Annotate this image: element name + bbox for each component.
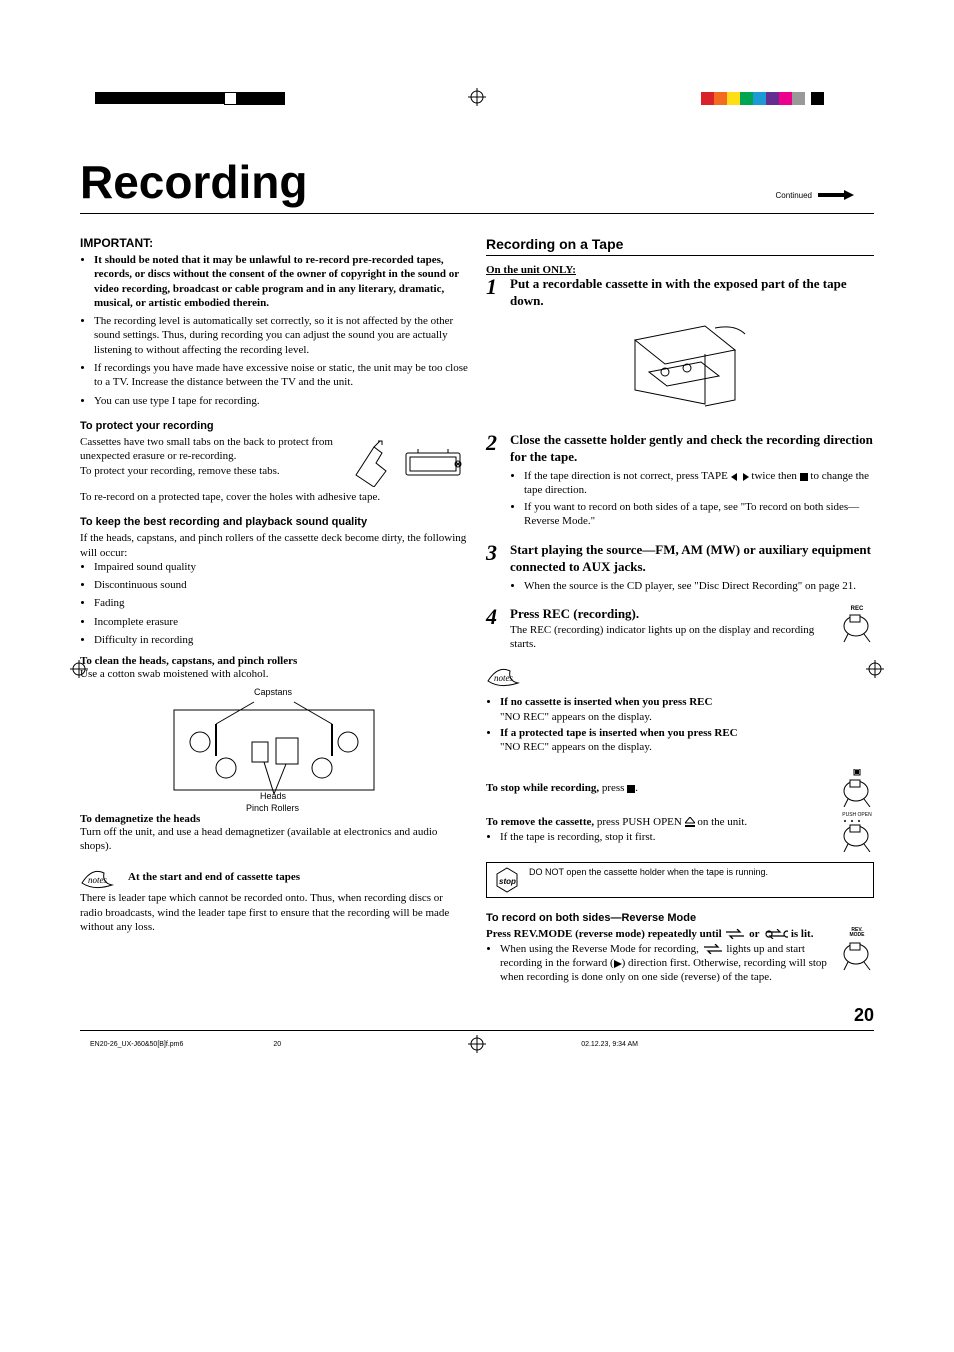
capstans-label: Capstans	[254, 687, 292, 697]
crosshair-bottom-icon	[468, 1035, 486, 1056]
step-2: 2 Close the cassette holder gently and c…	[486, 432, 874, 532]
keep-bullet: Fading	[94, 596, 468, 610]
important-bullet: If recordings you have made have excessi…	[94, 361, 468, 390]
notes-block: If no cassette is inserted when you pres…	[486, 695, 874, 754]
notes-icon: notes	[486, 661, 526, 689]
remove-sub: If the tape is recording, stop it first.	[500, 830, 830, 844]
stop-icon	[800, 470, 808, 482]
footer-date: 02.12.23, 9:34 AM	[581, 1041, 638, 1048]
clean-heading: To clean the heads, capstans, and pinch …	[80, 655, 468, 667]
step-4: 4 Press REC (recording). The REC (record…	[486, 606, 874, 651]
protect-body: Cassettes have two small tabs on the bac…	[80, 435, 340, 478]
important-bullet: It should be noted that it may be unlawf…	[94, 253, 468, 310]
section-heading: Recording on a Tape	[486, 236, 874, 252]
mechanism-diagram: Capstans Heads Pinch Rollers	[80, 690, 468, 805]
page-title: Recording	[80, 155, 874, 209]
step-number: 2	[486, 432, 502, 454]
reverse-continuous-icon	[702, 943, 724, 955]
svg-text:notes: notes	[494, 673, 513, 683]
crosshair-icon	[468, 88, 486, 106]
page-number: 20	[80, 1005, 874, 1026]
step-number: 1	[486, 276, 502, 298]
note-item: If a protected tape is inserted when you…	[500, 726, 874, 755]
bottom-rule	[80, 1030, 874, 1031]
keep-bullet: Incomplete erasure	[94, 615, 468, 629]
step4-body: The REC (recording) indicator lights up …	[510, 623, 834, 652]
stop-icon	[627, 782, 635, 794]
reverse-loop-icon	[762, 928, 788, 940]
step-title: Start playing the source—FM, AM (MW) or …	[510, 542, 874, 576]
columns: IMPORTANT: It should be noted that it ma…	[80, 236, 874, 987]
registration-boxes-left	[225, 92, 285, 105]
cassette-tabs-icon	[348, 435, 468, 490]
step-title: Press REC (recording).	[510, 606, 834, 623]
rec-button-icon: REC	[840, 606, 874, 646]
demag-heading: To demagnetize the heads	[80, 813, 468, 825]
step-3: 3 Start playing the source—FM, AM (MW) o…	[486, 542, 874, 596]
keep-heading: To keep the best recording and playback …	[80, 516, 468, 528]
important-heading: IMPORTANT:	[80, 236, 468, 250]
stop-button-icon	[840, 769, 874, 807]
page: Recording Continued IMPORTANT: It should…	[0, 0, 954, 1088]
push-open-button-icon: PUSH OPEN	[840, 813, 874, 852]
protect-body3: To re-record on a protected tape, cover …	[80, 490, 468, 504]
reverse-heading: To record on both sides—Reverse Mode	[486, 912, 874, 924]
pinch-label: Pinch Rollers	[246, 803, 299, 813]
reverse-continuous-icon	[724, 928, 746, 940]
step-sub: When the source is the CD player, see "D…	[524, 579, 874, 593]
svg-text:notes: notes	[88, 875, 107, 885]
keep-bullet: Difficulty in recording	[94, 633, 468, 647]
footer-file: EN20-26_UX-J60&50[B]f.pm6	[90, 1041, 183, 1048]
clean-body: Use a cotton swab moistened with alcohol…	[80, 667, 468, 681]
crosshair-left-icon	[70, 660, 88, 681]
important-bullets: It should be noted that it may be unlawf…	[80, 253, 468, 408]
step-sub: If the tape direction is not correct, pr…	[524, 469, 874, 498]
protect-heading: To protect your recording	[80, 420, 468, 432]
demag-body: Turn off the unit, and use a head demagn…	[80, 825, 468, 854]
important-bullet: The recording level is automatically set…	[94, 314, 468, 357]
eject-icon	[685, 816, 695, 828]
reverse-text: Press REV.MODE (reverse mode) repeatedly…	[486, 928, 830, 988]
step-title: Close the cassette holder gently and che…	[510, 432, 874, 466]
reverse-sub: When using the Reverse Mode for recordin…	[500, 942, 830, 985]
play-forward-icon	[614, 957, 622, 969]
notes-icon: notes	[80, 863, 120, 891]
tape-left-right-icon	[731, 470, 749, 482]
right-column: Recording on a Tape On the unit ONLY: 1 …	[486, 236, 874, 987]
svg-text:stop: stop	[499, 877, 516, 886]
step-number: 3	[486, 542, 502, 564]
footer-page: 20	[273, 1041, 281, 1048]
stop-recording-text: To stop while recording, press .	[486, 782, 830, 794]
caution-text: DO NOT open the cassette holder when the…	[529, 867, 768, 879]
color-bar-right	[701, 92, 824, 105]
title-rule	[80, 213, 874, 214]
cassette-insert-diagram	[486, 320, 874, 420]
step-title: Put a recordable cassette in with the ex…	[510, 276, 874, 310]
note-item: If no cassette is inserted when you pres…	[500, 695, 874, 724]
heads-label: Heads	[260, 791, 286, 801]
on-unit-label: On the unit ONLY:	[486, 264, 874, 276]
step-1: 1 Put a recordable cassette in with the …	[486, 276, 874, 310]
notes-body: There is leader tape which cannot be rec…	[80, 891, 468, 934]
keep-bullets: Impaired sound quality Discontinuous sou…	[80, 560, 468, 647]
stop-hand-icon: stop	[493, 867, 521, 893]
continued-arrow-icon	[818, 190, 854, 200]
keep-bullet: Impaired sound quality	[94, 560, 468, 574]
remove-cassette-text: To remove the cassette, press PUSH OPEN …	[486, 816, 830, 847]
important-bullet: You can use type I tape for recording.	[94, 394, 468, 408]
revmode-button-icon: REV. MODE	[840, 928, 874, 972]
step-sub: If you want to record on both sides of a…	[524, 500, 874, 529]
keep-body: If the heads, capstans, and pinch roller…	[80, 531, 468, 560]
keep-bullet: Discontinuous sound	[94, 578, 468, 592]
caution-box: stop DO NOT open the cassette holder whe…	[486, 862, 874, 898]
notes-heading: At the start and end of cassette tapes	[128, 871, 300, 883]
section-rule	[486, 255, 874, 256]
crosshair-right-icon	[866, 660, 884, 681]
left-column: IMPORTANT: It should be noted that it ma…	[80, 236, 468, 987]
continued-label: Continued	[776, 190, 854, 200]
step-number: 4	[486, 606, 502, 628]
